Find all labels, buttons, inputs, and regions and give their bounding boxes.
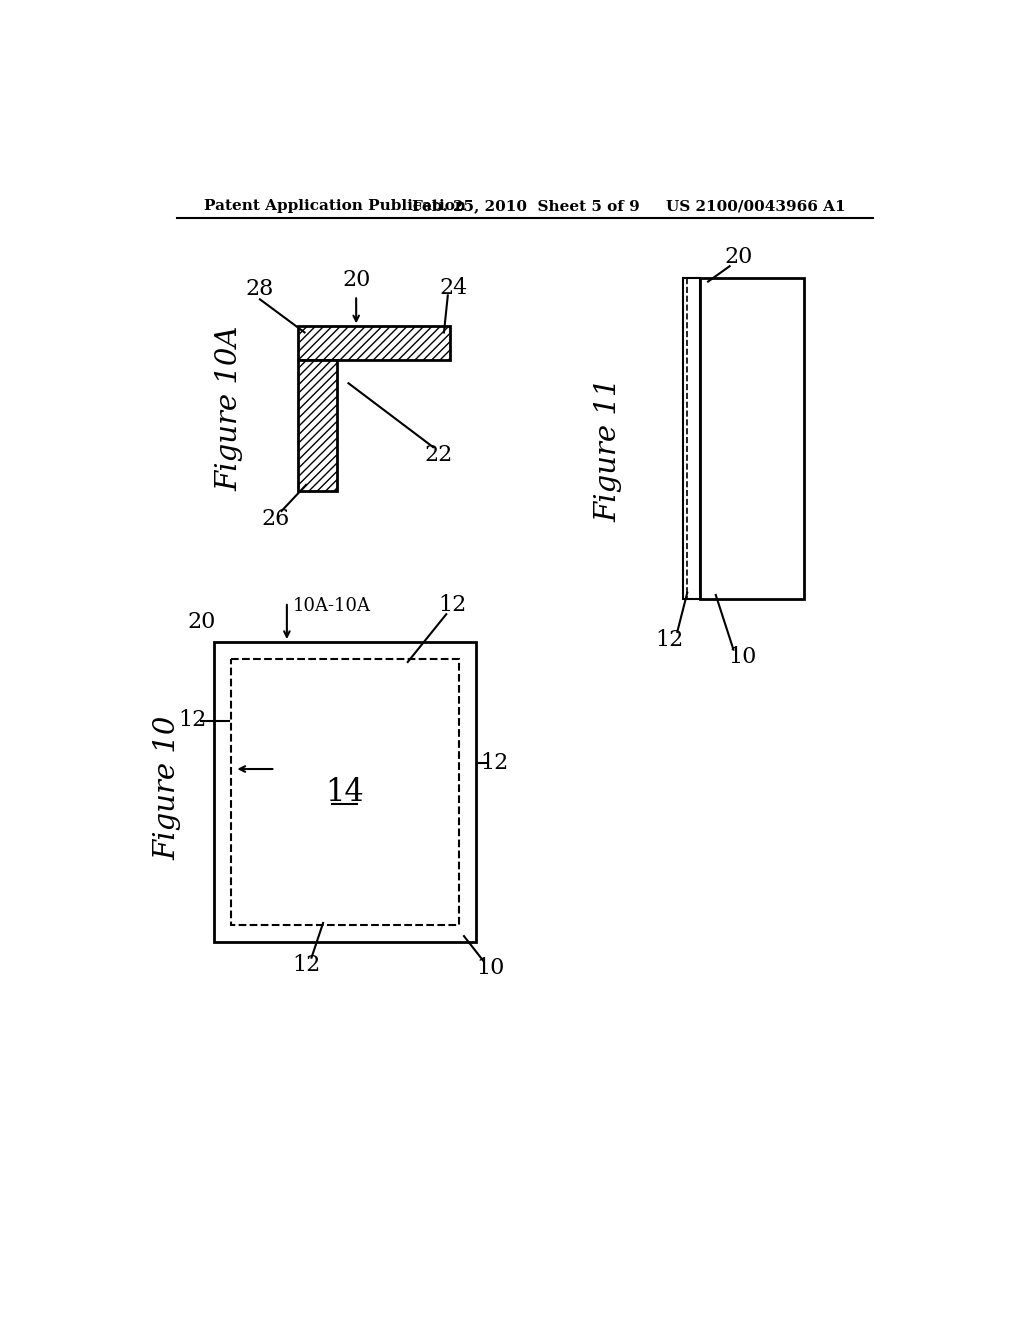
Polygon shape (700, 277, 804, 599)
Text: 10: 10 (477, 957, 505, 979)
Text: 12: 12 (178, 710, 206, 731)
Text: 14: 14 (326, 776, 364, 808)
Text: 12: 12 (655, 628, 684, 651)
Text: Figure 10: Figure 10 (154, 715, 181, 861)
Text: 12: 12 (438, 594, 467, 616)
Text: Figure 11: Figure 11 (594, 378, 622, 521)
Polygon shape (683, 277, 700, 599)
Text: 10A-10A: 10A-10A (293, 598, 371, 615)
Text: Feb. 25, 2010  Sheet 5 of 9: Feb. 25, 2010 Sheet 5 of 9 (412, 199, 639, 213)
Text: 20: 20 (725, 246, 753, 268)
Text: 20: 20 (187, 611, 216, 634)
Text: 26: 26 (261, 508, 290, 529)
Text: 20: 20 (342, 269, 371, 292)
Polygon shape (298, 360, 337, 491)
Text: 24: 24 (440, 277, 468, 298)
Text: 22: 22 (424, 444, 453, 466)
Text: 28: 28 (246, 279, 274, 301)
Text: 10: 10 (728, 647, 757, 668)
Text: Patent Application Publication: Patent Application Publication (204, 199, 466, 213)
Text: 12: 12 (292, 954, 321, 977)
Text: Figure 10A: Figure 10A (215, 326, 243, 491)
Polygon shape (214, 642, 475, 942)
Polygon shape (298, 326, 451, 360)
Text: 12: 12 (480, 752, 508, 774)
Text: US 2100/0043966 A1: US 2100/0043966 A1 (666, 199, 846, 213)
